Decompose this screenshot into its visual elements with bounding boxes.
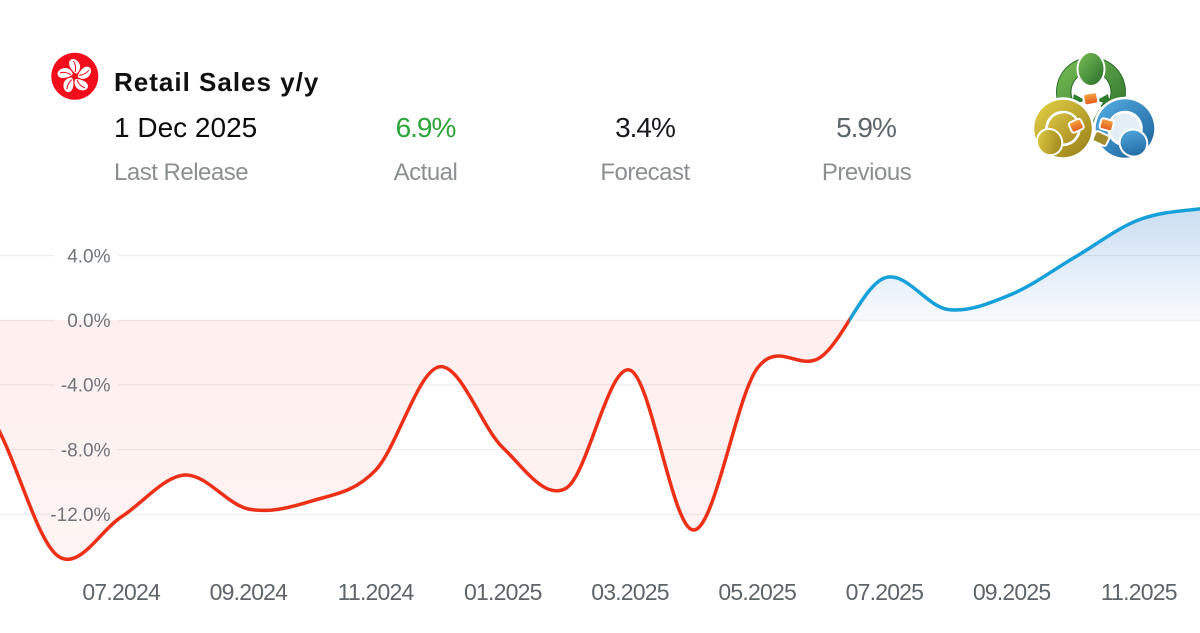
svg-text:Retail Sales y/y: Retail Sales y/y: [114, 67, 319, 97]
svg-text:05.2025: 05.2025: [718, 579, 796, 605]
svg-text:Last Release: Last Release: [114, 159, 248, 186]
svg-text:-4.0%: -4.0%: [61, 376, 111, 397]
svg-text:Forecast: Forecast: [600, 159, 690, 186]
svg-text:07.2025: 07.2025: [846, 579, 924, 605]
svg-text:-12.0%: -12.0%: [50, 505, 110, 526]
svg-text:4.0%: 4.0%: [67, 246, 110, 267]
svg-text:01.2025: 01.2025: [464, 579, 542, 605]
svg-text:07.2024: 07.2024: [82, 579, 161, 605]
svg-text:Actual: Actual: [394, 159, 458, 186]
svg-text:5.9%: 5.9%: [836, 112, 896, 143]
svg-text:11.2024: 11.2024: [338, 579, 415, 605]
svg-text:03.2025: 03.2025: [591, 579, 669, 605]
svg-text:Previous: Previous: [822, 159, 912, 186]
svg-text:09.2024: 09.2024: [210, 579, 289, 605]
svg-text:1 Dec 2025: 1 Dec 2025: [114, 112, 257, 143]
svg-text:6.9%: 6.9%: [396, 112, 456, 143]
svg-text:3.4%: 3.4%: [615, 112, 675, 143]
svg-text:-8.0%: -8.0%: [61, 440, 111, 461]
svg-text:09.2025: 09.2025: [973, 579, 1051, 605]
svg-text:0.0%: 0.0%: [67, 311, 110, 332]
svg-text:11.2025: 11.2025: [1101, 579, 1177, 605]
